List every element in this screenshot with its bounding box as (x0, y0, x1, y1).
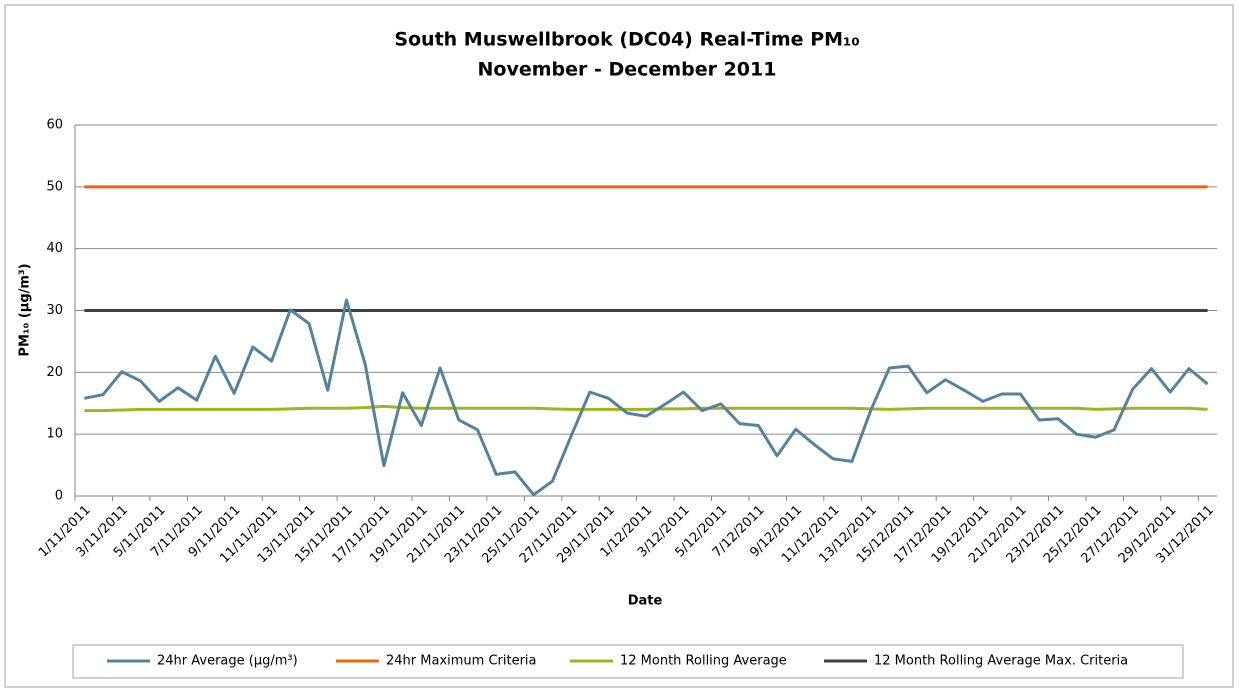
y-tick-label: 20 (46, 365, 63, 380)
y-tick-label: 40 (46, 241, 63, 256)
legend-label: 12 Month Rolling Average (620, 654, 787, 669)
y-tick-label: 60 (46, 118, 63, 133)
chart-title: South Muswellbrook (DC04) Real-Time PM₁₀ (394, 29, 859, 51)
chart-subtitle: November - December 2011 (478, 59, 777, 81)
legend (72, 644, 1184, 679)
series-line (84, 404, 1208, 413)
y-tick-label: 10 (46, 427, 63, 442)
series-line (84, 298, 1209, 497)
x-axis-title: Date (628, 594, 663, 609)
legend-label: 12 Month Rolling Average Max. Criteria (874, 654, 1128, 669)
y-axis-title: PM₁₀ (µg/m³) (18, 263, 33, 356)
legend-label: 24hr Average (µg/m³) (157, 654, 298, 669)
y-tick-label: 50 (46, 179, 63, 194)
y-tick-label: 30 (46, 303, 63, 318)
legend-label: 24hr Maximum Criteria (386, 654, 537, 669)
y-tick-label: 0 (55, 489, 63, 504)
chart-border (4, 4, 1234, 688)
